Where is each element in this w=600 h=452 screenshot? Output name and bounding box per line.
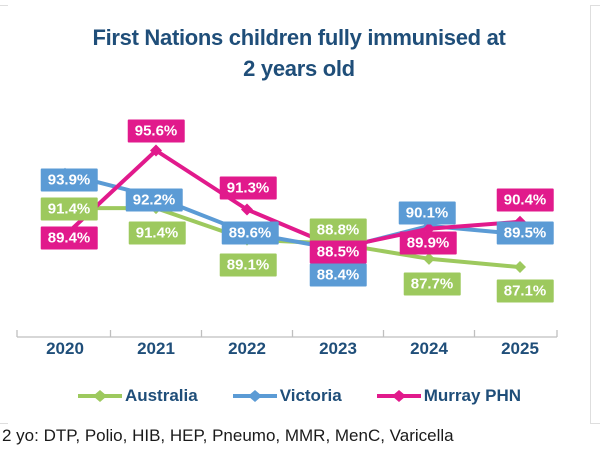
legend-item: Victoria <box>232 386 342 406</box>
legend-line-marker-icon <box>77 390 122 402</box>
chart-title-line1: First Nations children fully immunised a… <box>92 25 506 50</box>
chart-title: First Nations children fully immunised a… <box>8 22 590 84</box>
chart-title-line2: 2 years old <box>243 56 355 81</box>
legend-item: Murray PHN <box>376 386 521 406</box>
x-axis-label: 2023 <box>319 339 357 358</box>
legend-line-marker-icon <box>376 390 421 402</box>
x-axis-label: 2024 <box>410 339 448 358</box>
x-axis-label: 2022 <box>228 339 266 358</box>
legend-line-marker-icon <box>232 390 277 402</box>
chart-legend: Australia Victoria Murray PHN <box>8 386 590 406</box>
x-axis-label: 2021 <box>137 339 175 358</box>
chart-card: First Nations children fully immunised a… <box>8 5 590 424</box>
legend-label: Victoria <box>279 386 342 405</box>
legend-item: Australia <box>77 386 198 406</box>
right-border-line <box>590 5 591 424</box>
legend-label: Murray PHN <box>423 386 522 405</box>
x-axis-label: 2025 <box>501 339 539 358</box>
legend-label: Australia <box>124 386 198 405</box>
footnote-caption: 2 yo: DTP, Polio, HIB, HEP, Pneumo, MMR,… <box>2 426 454 445</box>
x-axis-label: 2020 <box>46 339 84 358</box>
